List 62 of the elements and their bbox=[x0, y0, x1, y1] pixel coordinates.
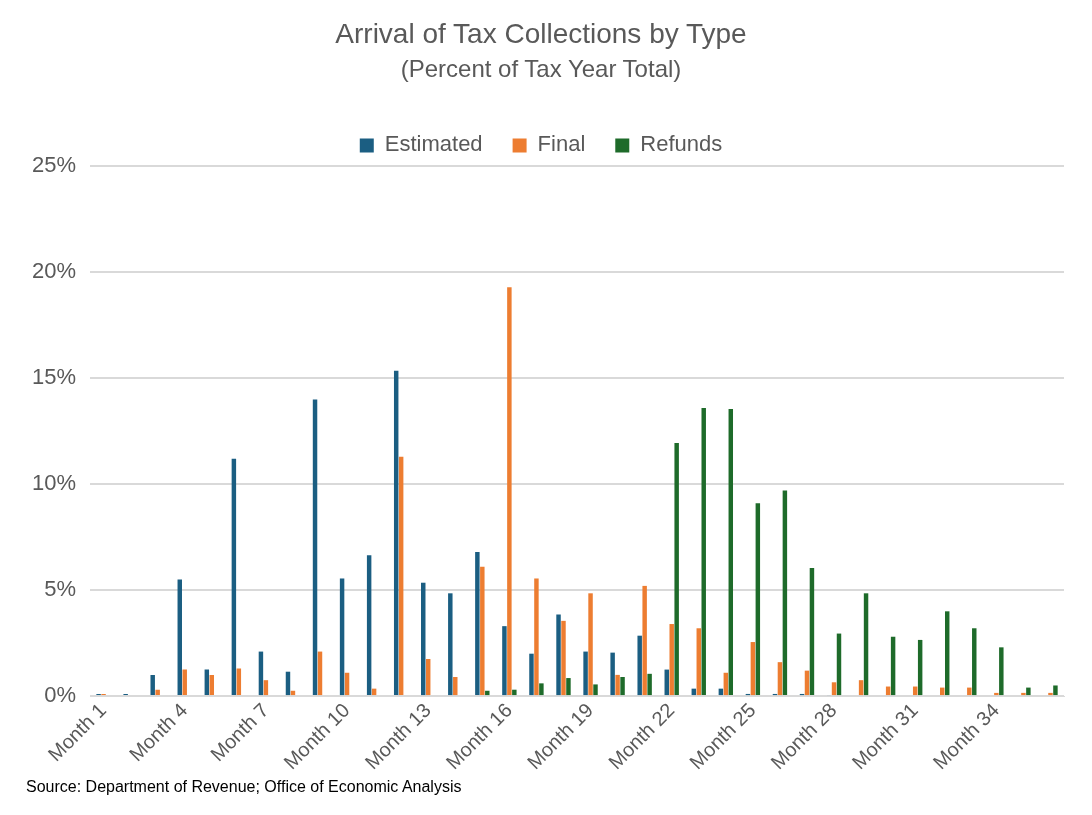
y-tick-label: 25% bbox=[31, 152, 77, 178]
bar bbox=[155, 689, 160, 696]
source-note: Source: Department of Revenue; Office of Economic Analysis bbox=[26, 778, 463, 796]
bar bbox=[863, 593, 869, 696]
bar bbox=[637, 635, 642, 696]
chart-subtitle: (Percent of Tax Year Total) bbox=[400, 54, 682, 82]
bar bbox=[263, 680, 269, 696]
y-tick-label: 5% bbox=[44, 576, 77, 602]
bar bbox=[728, 408, 734, 696]
bar bbox=[502, 626, 507, 696]
bar bbox=[777, 662, 783, 696]
bar bbox=[674, 442, 679, 696]
bar bbox=[539, 683, 544, 696]
bar bbox=[150, 674, 155, 696]
bar bbox=[994, 692, 999, 696]
bar bbox=[588, 593, 593, 696]
bar bbox=[480, 566, 485, 696]
bar bbox=[755, 503, 761, 696]
bar bbox=[1026, 687, 1031, 696]
y-tick-label: 15% bbox=[31, 364, 77, 390]
bar bbox=[669, 624, 674, 696]
bar bbox=[561, 620, 566, 696]
legend-label: Estimated bbox=[384, 131, 483, 157]
bar bbox=[475, 552, 480, 696]
y-tick-label: 20% bbox=[31, 258, 77, 284]
bar bbox=[696, 628, 701, 696]
bar bbox=[556, 614, 561, 696]
bar bbox=[647, 673, 652, 696]
bar bbox=[312, 399, 318, 696]
bar bbox=[701, 407, 706, 696]
bar bbox=[967, 687, 972, 696]
bar bbox=[485, 690, 490, 696]
bar bbox=[512, 689, 517, 696]
bar bbox=[831, 682, 837, 696]
bar bbox=[566, 678, 571, 696]
bar bbox=[339, 578, 345, 696]
bar bbox=[393, 370, 399, 696]
chart-title: Arrival of Tax Collections by Type bbox=[335, 17, 747, 49]
bar bbox=[529, 653, 534, 696]
bar bbox=[366, 555, 372, 696]
y-tick-label: 10% bbox=[31, 470, 77, 496]
bar bbox=[610, 652, 615, 696]
bar bbox=[858, 680, 864, 696]
bar bbox=[620, 677, 625, 696]
bar bbox=[448, 593, 453, 696]
bar bbox=[583, 651, 588, 696]
bar bbox=[1048, 692, 1053, 696]
bar bbox=[1053, 685, 1058, 696]
bar bbox=[615, 674, 620, 696]
bar bbox=[999, 647, 1004, 696]
legend-label: Refunds bbox=[640, 131, 723, 157]
bar bbox=[642, 585, 647, 696]
bar bbox=[453, 677, 458, 696]
bar bbox=[593, 684, 598, 696]
bar bbox=[944, 611, 950, 696]
bar bbox=[972, 628, 977, 696]
bar bbox=[1021, 692, 1026, 696]
bar bbox=[507, 287, 512, 696]
y-tick-label: 0% bbox=[44, 682, 77, 708]
legend-label: Final bbox=[537, 131, 586, 157]
bar bbox=[182, 669, 187, 696]
bar bbox=[534, 578, 539, 696]
